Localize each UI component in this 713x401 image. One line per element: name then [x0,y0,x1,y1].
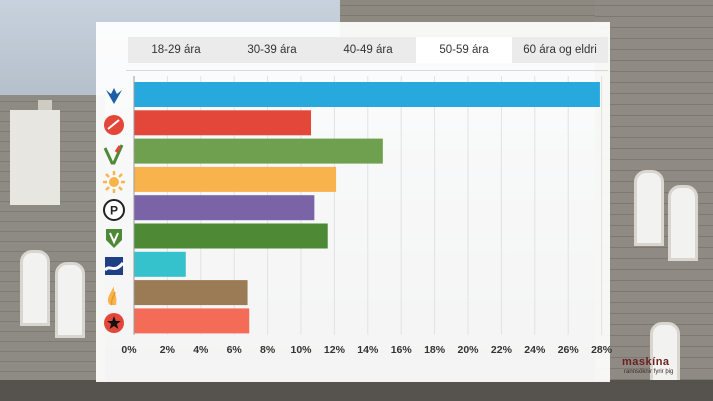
pirate-p-icon: P [103,199,125,221]
x-tick-label: 16% [391,344,413,356]
sun-icon [103,171,125,193]
maskina-tagline: rannsóknir fyrir þig [624,369,674,375]
background-ground [0,380,713,401]
x-tick-label: 20% [457,344,479,356]
bar-v-check[interactable] [134,138,383,164]
x-tick-label: 22% [491,344,513,356]
v-check-icon [103,144,124,165]
bar-flame[interactable] [134,280,248,306]
tab-60-plus[interactable]: 60 ára og eldri [523,44,597,56]
tab-18-29[interactable]: 18-29 ára [151,44,201,56]
shield-v-icon [106,229,122,248]
tab-50-59[interactable]: 50-59 ára [416,37,512,63]
age-group-tabs: 18-29 ára 30-39 ára 40-49 ára 50-59 ára … [128,37,608,63]
bar-sun[interactable] [134,166,337,192]
tabs-divider [126,70,608,71]
falcon-icon [106,88,122,104]
bar-shield-v[interactable] [134,223,328,249]
background-window [20,250,50,326]
wave-flag-icon [103,257,125,275]
bar-wave-flag[interactable] [134,251,186,277]
tab-40-49[interactable]: 40-49 ára [343,44,393,56]
x-tick-label: 2% [160,344,176,356]
flame-icon [107,286,117,306]
background-window [55,262,85,338]
svg-text:P: P [110,204,118,218]
x-tick-label: 4% [193,344,209,356]
x-tick-label: 14% [357,344,379,356]
background-window [634,170,664,246]
bar-pirate-p[interactable] [134,195,315,221]
x-tick-label: 12% [324,344,346,356]
background-window [668,185,698,261]
rose-icon [104,115,124,135]
x-tick-label: 18% [424,344,446,356]
x-tick-label: 10% [290,344,312,356]
maskina-logo: maskína [622,356,670,368]
background-tower [10,110,60,205]
tab-30-39[interactable]: 30-39 ára [247,44,297,56]
bar-falcon[interactable] [134,82,600,107]
bar-rose[interactable] [134,110,312,136]
bar-star[interactable] [134,308,250,334]
star-icon [104,313,124,333]
x-tick-label: 0% [121,344,137,356]
x-tick-label: 28% [591,344,613,356]
x-tick-label: 24% [524,344,546,356]
x-tick-label: 6% [227,344,243,356]
x-tick-label: 8% [260,344,276,356]
x-tick-label: 26% [558,344,580,356]
